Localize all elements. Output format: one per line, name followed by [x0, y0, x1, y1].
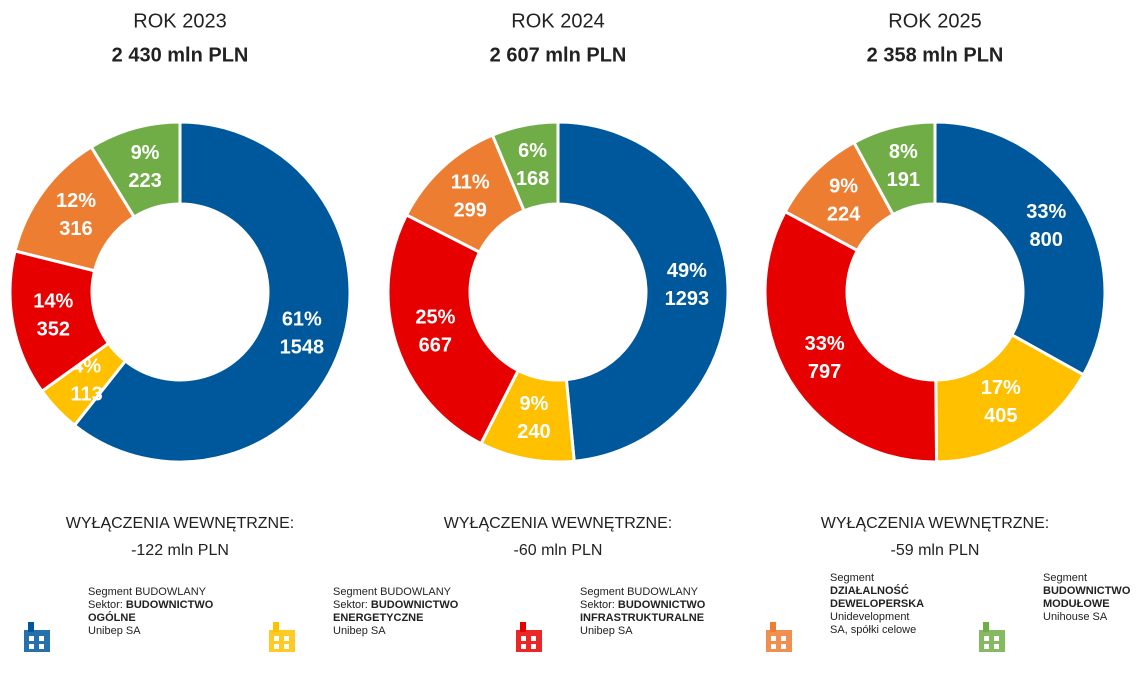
- legend-span: Sektor:: [88, 599, 126, 611]
- share-label: 14%: [33, 291, 73, 313]
- slice: [763, 209, 939, 464]
- legend-icon: [516, 622, 542, 652]
- legend-line: BUDOWNICTWO MODUŁOWE: [1043, 585, 1130, 611]
- chart-title: ROK 2025: [888, 10, 981, 32]
- value-label: 800: [1030, 229, 1063, 251]
- share-label: 6%: [518, 140, 547, 162]
- slice: [934, 332, 1086, 464]
- legend-span: Unibep SA: [580, 625, 633, 637]
- legend-line: DZIAŁALNOŚĆ DEWELOPERSKA: [830, 585, 930, 611]
- slice: [556, 120, 730, 463]
- legend-span: Sektor:: [333, 599, 371, 611]
- value-label: 224: [827, 203, 861, 225]
- share-label: 33%: [1026, 201, 1066, 223]
- exclusion-value: -59 mln PLN: [891, 542, 980, 559]
- legend-span: BUDOWNICTWO MODUŁOWE: [1043, 585, 1131, 610]
- share-label: 11%: [451, 172, 490, 194]
- value-label: 405: [984, 405, 1017, 427]
- legend-line: Unidevelopment SA, spółki celowe: [830, 611, 930, 637]
- legend-span: Segment: [830, 572, 875, 584]
- legend-line: Sektor: BUDOWNICTWO OGÓLNE: [88, 599, 233, 625]
- legend-line: Segment BUDOWLANY: [88, 586, 233, 599]
- value-label: 797: [808, 361, 841, 383]
- legend-line: Sektor: BUDOWNICTWO INFRASTRUKTURALNE: [580, 599, 725, 625]
- share-label: 61%: [282, 309, 322, 331]
- legend-line: Unibep SA: [333, 625, 478, 638]
- legend-span: BUDOWNICTWO INFRASTRUKTURALNE: [580, 599, 706, 624]
- value-label: 1293: [665, 288, 710, 310]
- value-label: 352: [37, 319, 70, 341]
- legend-span: Unidevelopment SA, spółki celowe: [830, 611, 917, 636]
- legend-span: BUDOWNICTWO ENERGETYCZNE: [333, 599, 459, 624]
- legend-line: Sektor: BUDOWNICTWO ENERGETYCZNE: [333, 599, 478, 625]
- legend-icon: [766, 622, 792, 652]
- legend-icon: [269, 622, 295, 652]
- chart-subtitle: 2 607 mln PLN: [490, 44, 627, 66]
- value-label: 113: [71, 383, 103, 405]
- legend-line: Segment: [1043, 572, 1123, 585]
- value-label: 1548: [280, 337, 325, 359]
- legend-span: Segment BUDOWLANY: [333, 586, 451, 598]
- share-label: 9%: [131, 142, 160, 164]
- legend-span: BUDOWNICTWO OGÓLNE: [88, 599, 214, 624]
- legend-span: Segment BUDOWLANY: [88, 586, 206, 598]
- donut-chart: ROK 2025 2 358 mln PLN WYŁĄCZENIA WEWNĘTRZ…: [763, 10, 1107, 559]
- share-label: 12%: [56, 190, 96, 212]
- legend-span: Segment: [1043, 572, 1088, 584]
- exclusion-value: -60 mln PLN: [514, 542, 603, 559]
- legend-icon: [979, 622, 1005, 652]
- chart-subtitle: 2 430 mln PLN: [112, 44, 249, 66]
- share-label: 33%: [805, 333, 845, 355]
- legend-text: Segment BUDOWLANY Sektor: BUDOWNICTWO OGÓ…: [88, 586, 233, 638]
- legend-line: Unihouse SA: [1043, 611, 1123, 624]
- value-label: 191: [887, 169, 920, 191]
- value-label: 168: [516, 168, 549, 190]
- legend-line: Segment BUDOWLANY: [333, 586, 478, 599]
- value-label: 667: [419, 334, 452, 356]
- chart-title: ROK 2024: [511, 10, 604, 32]
- legend-line: Segment BUDOWLANY: [580, 586, 725, 599]
- legend-span: Sektor:: [580, 599, 618, 611]
- slice: [933, 120, 1107, 377]
- legend-line: Unibep SA: [580, 625, 725, 638]
- legend-text: Segment DZIAŁALNOŚĆ DEWELOPERSKA Unidevelo…: [830, 572, 930, 637]
- legend-span: Unibep SA: [88, 625, 141, 637]
- exclusion-value: -122 mln PLN: [131, 542, 229, 559]
- exclusion-label: WYŁĄCZENIA WEWNĘTRZNE:: [66, 515, 294, 532]
- chart-subtitle: 2 358 mln PLN: [867, 44, 1004, 66]
- legend-text: Segment BUDOWLANY Sektor: BUDOWNICTWO ENE…: [333, 586, 478, 638]
- share-label: 17%: [981, 377, 1021, 399]
- slice: [72, 120, 352, 464]
- exclusion-label: WYŁĄCZENIA WEWNĘTRZNE:: [821, 515, 1049, 532]
- legend-text: Segment BUDOWNICTWO MODUŁOWE Unihouse SA: [1043, 572, 1130, 624]
- value-label: 240: [517, 421, 550, 443]
- legend-span: Unibep SA: [333, 625, 386, 637]
- share-label: 9%: [520, 393, 549, 415]
- chart-title: ROK 2023: [133, 10, 226, 32]
- value-label: 223: [128, 170, 161, 192]
- slice: [386, 212, 521, 446]
- legend-span: Unihouse SA: [1043, 611, 1108, 623]
- legend-line: Segment: [830, 572, 930, 585]
- slice: [851, 120, 937, 217]
- donut-chart: ROK 2024 2 607 mln PLN WYŁĄCZENIA WEWNĘTRZ…: [386, 10, 730, 559]
- slice: [89, 120, 182, 219]
- legend-span: Segment BUDOWLANY: [580, 586, 698, 598]
- value-label: 299: [454, 200, 487, 222]
- share-label: 8%: [889, 141, 918, 163]
- exclusion-label: WYŁĄCZENIA WEWNĘTRZNE:: [444, 515, 672, 532]
- legend-text: Segment BUDOWLANY Sektor: BUDOWNICTWO INF…: [580, 586, 725, 638]
- value-label: 316: [59, 218, 92, 240]
- donut-chart: ROK 2023 2 430 mln PLN WYŁĄCZENIA WEWNĘTRZ…: [8, 10, 352, 559]
- share-label: 25%: [415, 306, 455, 328]
- share-label: 9%: [829, 175, 858, 197]
- legend-span: DZIAŁALNOŚĆ DEWELOPERSKA: [830, 585, 925, 610]
- legend-line: Unibep SA: [88, 625, 233, 638]
- legend-icon: [24, 622, 50, 652]
- share-label: 49%: [667, 260, 707, 282]
- slice: [490, 120, 560, 213]
